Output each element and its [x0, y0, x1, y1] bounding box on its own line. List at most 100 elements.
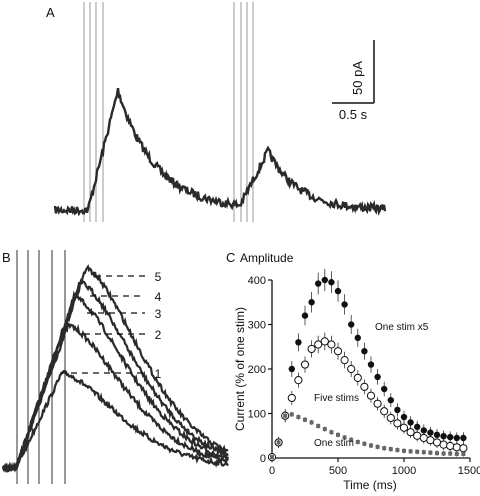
panel-c-point-one-stim	[296, 415, 301, 420]
panel-c-point-one-stim	[355, 439, 360, 444]
panel-c-point-one-stim	[402, 448, 406, 453]
panel-c-point-five-stims	[380, 407, 389, 416]
panel-c-point-five-stims	[327, 340, 336, 349]
panel-c-point-one-stim	[322, 427, 327, 432]
panel-c-point-five-stims	[366, 391, 376, 400]
panel-c-point-one-stim	[270, 455, 274, 460]
panel-a-letter: A	[46, 5, 55, 20]
panel-c-point-five-stims	[300, 360, 310, 369]
panel-c-point-one-stim-x5	[460, 434, 467, 442]
panel-c-point-one-stim-x5	[341, 301, 348, 308]
panel-c-point-one-stim-x5	[387, 396, 394, 404]
panel-c-point-one-stim	[303, 417, 307, 422]
panel-c-point-five-stims	[294, 376, 303, 385]
panel-c-point-one-stim	[441, 451, 446, 456]
panel-c-y-tick-label: 0	[260, 453, 266, 465]
panel-c-point-one-stim	[375, 444, 380, 449]
panel-c-point-one-stim-x5	[367, 361, 375, 368]
panel-c-y-tick-label: 200	[248, 364, 266, 376]
panel-c-point-one-stim	[421, 450, 426, 455]
panel-c-chart: 0 100 200 300 400 0 500 1000 1500	[248, 269, 480, 477]
panel-c-point-one-stim	[415, 449, 420, 454]
panel-c-point-one-stim	[276, 440, 281, 445]
panel-c-point-one-stim	[336, 432, 340, 437]
panel-a-scalebar	[332, 40, 375, 104]
panel-c-x-axis-label: Time (ms)	[343, 478, 397, 492]
panel-c-title: Amplitude	[240, 251, 294, 265]
panel-c-point-five-stims	[386, 413, 395, 423]
panel-c-y-tick-label: 400	[248, 275, 266, 287]
panel-c-point-one-stim	[395, 447, 400, 452]
panel-c-point-one-stim-x5	[400, 413, 408, 421]
panel-c-point-five-stims	[320, 337, 329, 346]
panel-a-current-trace	[53, 88, 387, 217]
panel-c-point-one-stim	[461, 451, 466, 456]
panel-c-x-tick-label: 500	[329, 465, 347, 477]
panel-c-point-one-stim-x5	[420, 427, 427, 434]
panel-c-point-five-stims	[340, 356, 349, 365]
panel-b-letter: B	[2, 250, 11, 265]
panel-c-point-one-stim	[448, 451, 453, 456]
panel-c-legend-one-stim-x5: One stim x5	[375, 322, 429, 333]
panel-c-point-one-stim	[329, 430, 334, 435]
panel-c-point-one-stim-x5	[407, 419, 414, 426]
panel-c-point-five-stims	[360, 382, 369, 391]
panel-c-point-five-stims	[446, 441, 455, 451]
panel-b-level-label-4: 4	[155, 290, 162, 304]
panel-c-point-one-stim	[309, 420, 314, 425]
panel-c-point-one-stim-x5	[381, 385, 388, 393]
panel-c-point-five-stims	[333, 347, 343, 356]
panel-c-point-five-stims	[373, 399, 382, 408]
panel-c-y-tick-label: 100	[248, 409, 266, 421]
panel-c-point-one-stim	[388, 447, 393, 452]
panel-c-point-one-stim-x5	[315, 280, 322, 287]
panel-c-point-one-stim-x5	[295, 339, 302, 346]
panel-c-y-tick-label: 300	[248, 320, 266, 332]
panel-c-point-one-stim-x5	[374, 373, 381, 381]
panel-c-point-five-stims	[399, 423, 409, 432]
panel-c-x-tick-label: 0	[269, 465, 275, 477]
panel-c-point-one-stim	[454, 451, 459, 456]
panel-c-point-five-stims	[406, 428, 415, 437]
panel-c-point-one-stim	[435, 451, 439, 456]
panel-c-point-one-stim-x5	[361, 348, 368, 355]
panel-c-point-one-stim	[342, 435, 347, 440]
panel-c-point-one-stim-x5	[453, 434, 460, 442]
panel-b-level-label-1: 1	[155, 367, 162, 381]
panel-c-point-one-stim	[349, 437, 354, 442]
panel-c-point-one-stim	[369, 443, 373, 448]
panel-c-point-five-stims	[287, 393, 296, 403]
panel-c-point-one-stim-x5	[414, 423, 421, 431]
panel-c-point-one-stim-x5	[288, 365, 295, 373]
panel-a-stimulus-artifacts	[83, 2, 254, 222]
panel-c-point-one-stim-x5	[308, 299, 315, 306]
panel-c-point-one-stim-x5	[447, 433, 454, 441]
panel-c-point-five-stims	[307, 344, 316, 354]
panel-c-point-one-stim	[408, 449, 413, 454]
panel-a-scalebar-time-label: 0.5 s	[339, 107, 368, 122]
panel-c-point-one-stim-x5	[433, 431, 441, 439]
panel-b-trace-5	[2, 264, 229, 474]
panel-c-letter: C	[226, 250, 235, 265]
panel-c-legend-one-stim: One stim	[314, 438, 354, 449]
panel-c-point-one-stim	[283, 413, 288, 418]
panel-b-level-label-5: 5	[155, 270, 162, 284]
panel-b-level-label-3: 3	[155, 307, 162, 321]
panel-c-point-five-stims	[439, 440, 448, 449]
panel-c-point-one-stim-x5	[301, 312, 309, 319]
panel-c-point-one-stim	[362, 441, 367, 446]
panel-c-x-tick-label: 1000	[392, 465, 416, 477]
panel-a-scalebar-current-label: 50 pA	[350, 61, 365, 95]
panel-c-point-one-stim	[428, 450, 433, 455]
panel-b-trace-1	[2, 369, 229, 473]
panel-b-level-label-2: 2	[155, 328, 162, 342]
panel-c-point-one-stim-x5	[328, 279, 335, 286]
panel-c-y-axis-label: Current (% of one stim)	[233, 307, 247, 431]
panel-c-point-one-stim-x5	[427, 429, 434, 436]
panel-c-point-five-stims	[353, 373, 362, 382]
panel-c-point-one-stim-x5	[348, 321, 355, 328]
panel-b-trace-3	[2, 290, 230, 472]
panel-c-point-one-stim-x5	[334, 287, 342, 295]
panel-c-point-one-stim-x5	[440, 432, 447, 440]
